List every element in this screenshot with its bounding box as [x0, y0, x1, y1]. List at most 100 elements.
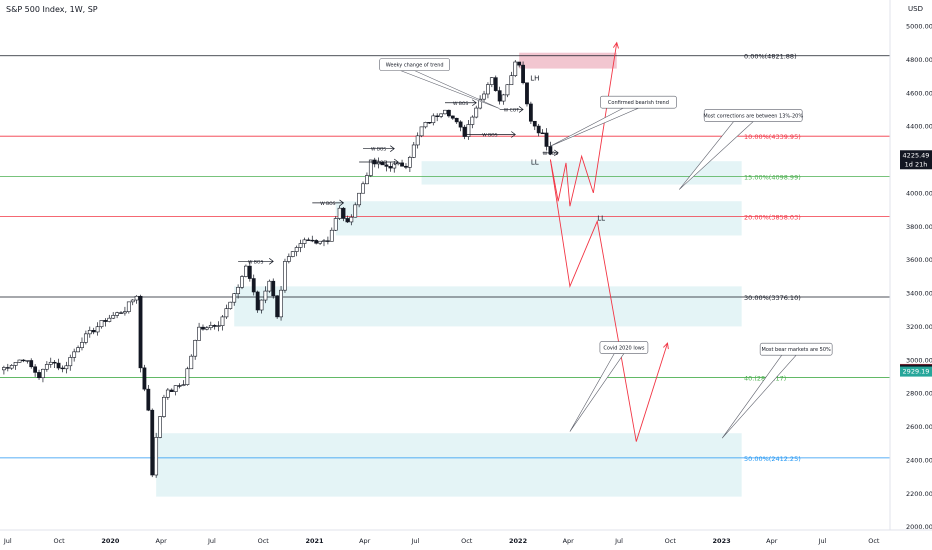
candle-up: [173, 385, 178, 392]
candle-down: [33, 366, 38, 373]
candle-up: [294, 247, 299, 252]
candle-down: [462, 126, 467, 137]
candle-up: [130, 299, 135, 303]
callout-box: [703, 109, 803, 122]
candle-up: [509, 75, 514, 86]
candle-up: [279, 289, 283, 318]
candle-down: [540, 132, 545, 135]
candle-down: [532, 120, 537, 127]
bos-arrow: [339, 199, 345, 207]
candle-down: [525, 82, 529, 105]
x-tick-label: Jul: [818, 537, 827, 545]
bos-label: W BOS: [371, 147, 386, 153]
bos-arrow: [518, 106, 524, 113]
x-tick-label: Apr: [359, 537, 371, 545]
price-badge: [900, 366, 932, 377]
candle-up: [99, 320, 104, 328]
projection-arrow-0: [612, 41, 619, 49]
x-tick-label: Oct: [868, 537, 880, 545]
candle-up: [411, 144, 416, 158]
candle-down: [247, 265, 252, 279]
candle-down: [103, 320, 108, 322]
x-tick-label: 2021: [305, 537, 324, 545]
candle-down: [119, 312, 123, 314]
candle-up: [478, 98, 483, 109]
y-tick-label: 4600.00: [906, 89, 932, 97]
candle-up: [216, 325, 221, 327]
projection-arrow-1: [663, 342, 669, 350]
x-tick-label: Oct: [665, 537, 677, 545]
candle-down: [201, 326, 205, 330]
bos-arrow: [511, 131, 516, 138]
bos-label: W BOS: [371, 160, 386, 166]
candle-down: [37, 372, 41, 379]
candle-down: [450, 115, 455, 119]
candle-up: [329, 229, 334, 242]
candle-up: [489, 77, 494, 85]
candle-up: [95, 326, 100, 333]
y-tick-label: 2200.00: [906, 490, 932, 498]
x-tick-label: Jul: [3, 537, 12, 545]
callout-pointer: [550, 107, 639, 147]
candle-up: [134, 295, 139, 301]
candle-up: [13, 362, 18, 366]
candle-up: [48, 361, 53, 365]
y-tick-label: 3400.00: [906, 290, 932, 298]
candle-up: [17, 359, 22, 363]
y-tick-label: 2800.00: [906, 390, 932, 398]
candle-up: [513, 61, 518, 76]
candle-up: [64, 365, 69, 370]
candle-up: [197, 326, 201, 341]
zone-0: [519, 52, 617, 69]
candle-up: [368, 159, 373, 176]
candle-up: [72, 351, 77, 358]
candle-up: [9, 365, 14, 369]
candle-up: [337, 207, 342, 219]
candle-up: [244, 265, 248, 277]
candle-up: [392, 163, 397, 169]
callout-pointer: [721, 354, 797, 439]
candle-up: [41, 368, 45, 379]
candle-up: [123, 311, 127, 314]
y-tick-label: 2400.00: [906, 456, 932, 464]
candle-up: [220, 316, 225, 327]
bos-label: W BOS: [248, 259, 263, 265]
candle-up: [68, 357, 73, 367]
candle-up: [298, 243, 303, 248]
callout-box: [759, 342, 833, 356]
price-badge-text: 2929.19: [903, 368, 930, 376]
candle-up: [443, 109, 447, 115]
bos-arrow: [472, 99, 477, 107]
candle-down: [142, 367, 147, 390]
candle-down: [544, 132, 549, 147]
y-tick-label: 2600.00: [906, 423, 932, 431]
y-tick-label: 3600.00: [906, 256, 932, 264]
candle-up: [189, 355, 194, 370]
y-tick-label: 2000.00: [906, 523, 932, 531]
candle-up: [322, 240, 326, 242]
candle-down: [138, 295, 143, 369]
structure-label: LH: [530, 74, 539, 82]
candle-up: [240, 276, 244, 288]
candle-up: [165, 389, 170, 398]
candle-up: [290, 251, 295, 257]
bos-arrow: [390, 145, 395, 152]
x-tick-label: Jul: [411, 537, 420, 545]
candle-up: [286, 256, 291, 262]
candle-up: [263, 290, 268, 301]
fib-label-4: 30.00%(3376.10): [744, 294, 801, 302]
candle-down: [29, 360, 34, 368]
x-tick-label: Apr: [766, 537, 778, 545]
candle-up: [302, 239, 307, 244]
candle-down: [388, 166, 393, 169]
candle-down: [52, 361, 57, 364]
candle-up: [505, 84, 510, 96]
x-tick-label: Oct: [461, 537, 473, 545]
candle-up: [76, 347, 80, 353]
callout-text: Most corrections are between 13%-20%: [703, 114, 803, 120]
candle-up: [87, 330, 92, 335]
y-tick-label: 4800.00: [906, 56, 932, 64]
bos-label: W BOS: [482, 132, 497, 138]
candle-up: [470, 116, 475, 125]
